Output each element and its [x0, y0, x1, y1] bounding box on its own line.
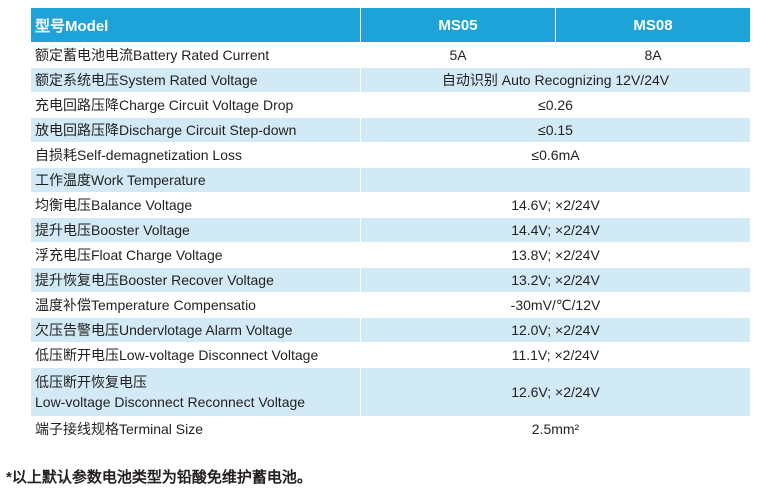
row-value: 自动识别 Auto Recognizing 12V/24V [360, 67, 751, 93]
table-row: 放电回路压降Discharge Circuit Step-down ≤0.15 [30, 117, 751, 143]
row-label-line2: Low-voltage Disconnect Reconnect Voltage [35, 394, 306, 410]
table-row: 欠压告警电压Undervlotage Alarm Voltage 12.0V; … [30, 317, 751, 343]
table-row: 提升恢复电压Booster Recover Voltage 13.2V; ×2/… [30, 267, 751, 293]
row-value: 14.6V; ×2/24V [360, 192, 751, 218]
table-row: 额定系统电压System Rated Voltage 自动识别 Auto Rec… [30, 67, 751, 93]
spec-table: 型号Model MS05 MS08 额定蓄电池电流Battery Rated C… [30, 7, 751, 442]
row-value: 12.6V; ×2/24V [360, 367, 751, 417]
row-label-line1: 低压断开恢复电压 [35, 374, 147, 390]
row-label: 提升恢复电压Booster Recover Voltage [30, 267, 361, 293]
header-model-label: 型号Model [30, 7, 361, 43]
row-label: 浮充电压Float Charge Voltage [30, 242, 361, 268]
row-label: 额定系统电压System Rated Voltage [30, 67, 361, 93]
row-value-ms08: 8A [555, 42, 751, 68]
table-row: 额定蓄电池电流Battery Rated Current 5A 8A [30, 42, 751, 68]
row-label: 低压断开电压Low-voltage Disconnect Voltage [30, 342, 361, 368]
table-row: 工作温度Work Temperature [30, 167, 751, 193]
table-row: 充电回路压降Charge Circuit Voltage Drop ≤0.26 [30, 92, 751, 118]
row-label: 充电回路压降Charge Circuit Voltage Drop [30, 92, 361, 118]
row-label: 工作温度Work Temperature [30, 167, 361, 193]
row-label: 欠压告警电压Undervlotage Alarm Voltage [30, 317, 361, 343]
row-value: 12.0V; ×2/24V [360, 317, 751, 343]
row-value: 13.2V; ×2/24V [360, 267, 751, 293]
table-row: 温度补偿Temperature Compensatio -30mV/℃/12V [30, 292, 751, 318]
row-value: 13.8V; ×2/24V [360, 242, 751, 268]
table-row: 低压断开恢复电压 Low-voltage Disconnect Reconnec… [30, 367, 751, 417]
table-row: 低压断开电压Low-voltage Disconnect Voltage 11.… [30, 342, 751, 368]
row-value: -30mV/℃/12V [360, 292, 751, 318]
row-value: ≤0.26 [360, 92, 751, 118]
footnote: *以上默认参数电池类型为铅酸免维护蓄电池。 [6, 469, 312, 486]
table-row: 浮充电压Float Charge Voltage 13.8V; ×2/24V [30, 242, 751, 268]
row-label: 提升电压Booster Voltage [30, 217, 361, 243]
row-label: 放电回路压降Discharge Circuit Step-down [30, 117, 361, 143]
row-value: 11.1V; ×2/24V [360, 342, 751, 368]
row-value [360, 167, 751, 193]
row-label: 自损耗Self-demagnetization Loss [30, 142, 361, 168]
row-label: 额定蓄电池电流Battery Rated Current [30, 42, 361, 68]
header-row: 型号Model MS05 MS08 [30, 7, 751, 43]
table-row: 均衡电压Balance Voltage 14.6V; ×2/24V [30, 192, 751, 218]
row-value: ≤0.15 [360, 117, 751, 143]
row-label: 温度补偿Temperature Compensatio [30, 292, 361, 318]
row-value: 2.5mm² [360, 416, 751, 442]
row-value-ms05: 5A [360, 42, 556, 68]
row-label: 均衡电压Balance Voltage [30, 192, 361, 218]
table-row: 自损耗Self-demagnetization Loss ≤0.6mA [30, 142, 751, 168]
row-value: ≤0.6mA [360, 142, 751, 168]
row-label: 低压断开恢复电压 Low-voltage Disconnect Reconnec… [30, 367, 361, 417]
row-label: 端子接线规格Terminal Size [30, 416, 361, 442]
header-ms05: MS05 [360, 7, 556, 43]
table-row: 端子接线规格Terminal Size 2.5mm² [30, 416, 751, 442]
row-value: 14.4V; ×2/24V [360, 217, 751, 243]
table-row: 提升电压Booster Voltage 14.4V; ×2/24V [30, 217, 751, 243]
header-ms08: MS08 [555, 7, 751, 43]
